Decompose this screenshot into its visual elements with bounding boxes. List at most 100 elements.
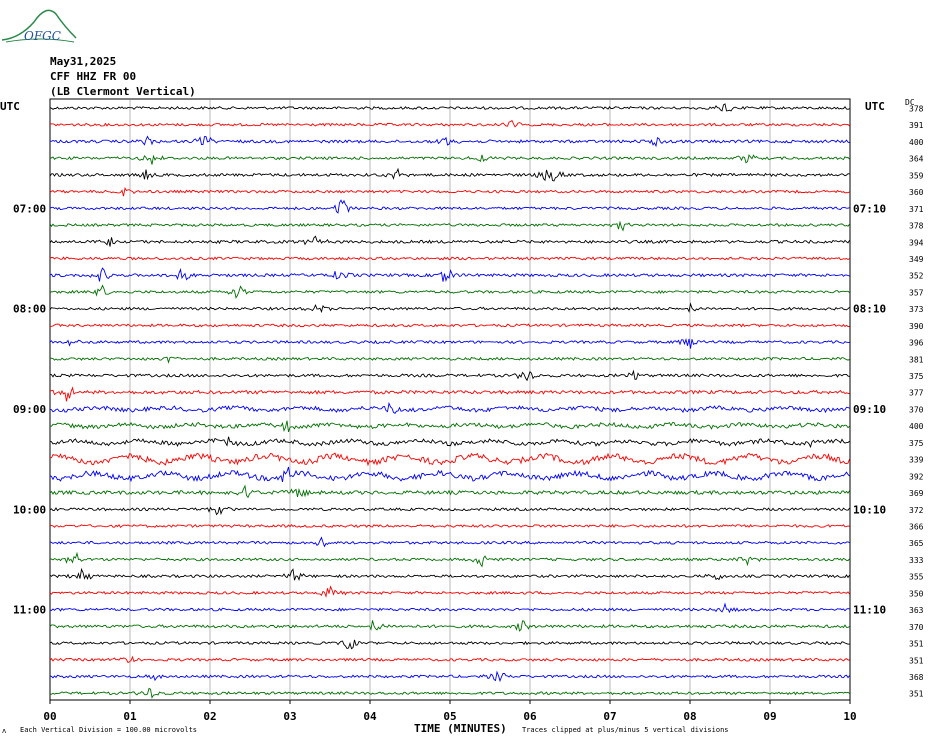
left-time-label: 11:00 [13, 604, 46, 617]
trace-17 [49, 386, 850, 402]
dc-offset-10: 352 [909, 272, 924, 281]
right-time-label: 10:10 [853, 503, 886, 516]
x-tick-label-07: 07 [603, 710, 616, 723]
trace-29 [49, 585, 850, 598]
trace-23 [49, 484, 850, 499]
dc-offset-11: 357 [909, 288, 924, 297]
dc-offset-29: 350 [909, 589, 924, 598]
trace-33 [49, 655, 850, 664]
trace-0 [49, 103, 850, 112]
dc-offset-14: 396 [909, 339, 924, 348]
dc-offset-24: 372 [909, 506, 924, 515]
left-time-label: 07:00 [13, 202, 46, 215]
trace-30 [49, 602, 850, 614]
right-axis-title: UTC [865, 100, 885, 113]
scale-note: Each Vertical Division = 100.00 microvol… [20, 726, 198, 734]
trace-15 [49, 356, 850, 364]
left-time-label: 09:00 [13, 403, 46, 416]
dc-offset-22: 392 [909, 472, 924, 481]
dc-offset-19: 400 [909, 422, 924, 431]
trace-28 [49, 567, 850, 581]
trace-25 [49, 523, 850, 529]
trace-22 [49, 466, 850, 483]
dc-offset-27: 333 [909, 556, 924, 565]
dc-offset-32: 351 [909, 640, 924, 649]
clip-note: Traces clipped at plus/minus 5 vertical … [522, 726, 729, 734]
trace-16 [49, 369, 850, 382]
dc-offset-8: 394 [909, 238, 924, 247]
x-tick-label-03: 03 [283, 710, 296, 723]
dc-header: DC [905, 98, 915, 107]
dc-offset-6: 371 [909, 205, 924, 214]
left-time-label: 10:00 [13, 503, 46, 516]
trace-32 [49, 639, 850, 650]
dc-offset-5: 360 [909, 188, 924, 197]
right-time-label: 07:10 [853, 202, 886, 215]
dc-offset-17: 377 [909, 389, 924, 398]
ofgc-logo: OFGC [1, 9, 77, 43]
trace-9 [49, 256, 850, 261]
x-tick-label-08: 08 [683, 710, 696, 723]
dc-offset-25: 366 [909, 523, 924, 532]
dc-offset-1: 391 [909, 121, 924, 130]
trace-5 [49, 187, 850, 197]
logo-mountain-curve [1, 9, 77, 41]
trace-27 [49, 551, 850, 568]
trace-13 [49, 323, 850, 328]
trace-31 [49, 620, 850, 632]
dc-offset-35: 351 [909, 690, 924, 699]
corner-mark: ʌ [2, 727, 7, 735]
trace-14 [49, 338, 850, 349]
x-axis-label: TIME (MINUTES) [414, 722, 507, 735]
dc-offset-30: 363 [909, 606, 924, 615]
dc-offset-2: 400 [909, 138, 924, 147]
dc-offset-23: 369 [909, 489, 924, 498]
x-tick-label-04: 04 [363, 710, 377, 723]
dc-offset-20: 375 [909, 439, 924, 448]
dc-offset-21: 339 [909, 456, 924, 465]
trace-35 [49, 687, 850, 699]
dc-offset-16: 375 [909, 372, 924, 381]
trace-20 [49, 436, 850, 449]
trace-21 [49, 452, 850, 467]
trace-11 [49, 284, 850, 299]
trace-26 [49, 536, 850, 548]
dc-offset-0: 378 [909, 105, 924, 114]
trace-8 [49, 235, 850, 247]
dc-offset-33: 351 [909, 656, 924, 665]
dc-offset-13: 390 [909, 322, 924, 331]
dc-offset-7: 378 [909, 222, 924, 231]
trace-2 [49, 135, 850, 148]
x-tick-label-10: 10 [843, 710, 856, 723]
logo-swoosh [5, 38, 75, 43]
trace-19 [50, 420, 850, 433]
dc-offset-26: 365 [909, 539, 924, 548]
x-tick-label-00: 00 [43, 710, 56, 723]
dc-offset-28: 355 [909, 573, 924, 582]
dc-offset-3: 364 [909, 155, 924, 164]
right-time-label: 11:10 [853, 604, 886, 617]
dc-offset-4: 359 [909, 171, 924, 180]
trace-6 [49, 199, 850, 214]
left-axis-title: UTC [0, 100, 20, 113]
trace-12 [49, 302, 850, 314]
left-time-label: 08:00 [13, 303, 46, 316]
trace-18 [49, 401, 850, 415]
dc-offset-31: 370 [909, 623, 924, 632]
dc-offset-15: 381 [909, 355, 924, 364]
dc-offset-18: 370 [909, 405, 924, 414]
trace-1 [49, 119, 850, 128]
x-tick-label-05: 05 [443, 710, 456, 723]
trace-34 [49, 670, 850, 683]
right-time-label: 08:10 [853, 303, 886, 316]
trace-10 [49, 267, 850, 283]
trace-7 [49, 220, 850, 232]
x-tick-label-06: 06 [523, 710, 537, 723]
station-location: (LB Clermont Vertical) [50, 85, 196, 98]
trace-4 [49, 167, 850, 182]
station-code: CFF HHZ FR 00 [50, 70, 137, 83]
trace-3 [49, 154, 850, 165]
dc-offset-34: 368 [909, 673, 924, 682]
right-time-label: 09:10 [853, 403, 886, 416]
